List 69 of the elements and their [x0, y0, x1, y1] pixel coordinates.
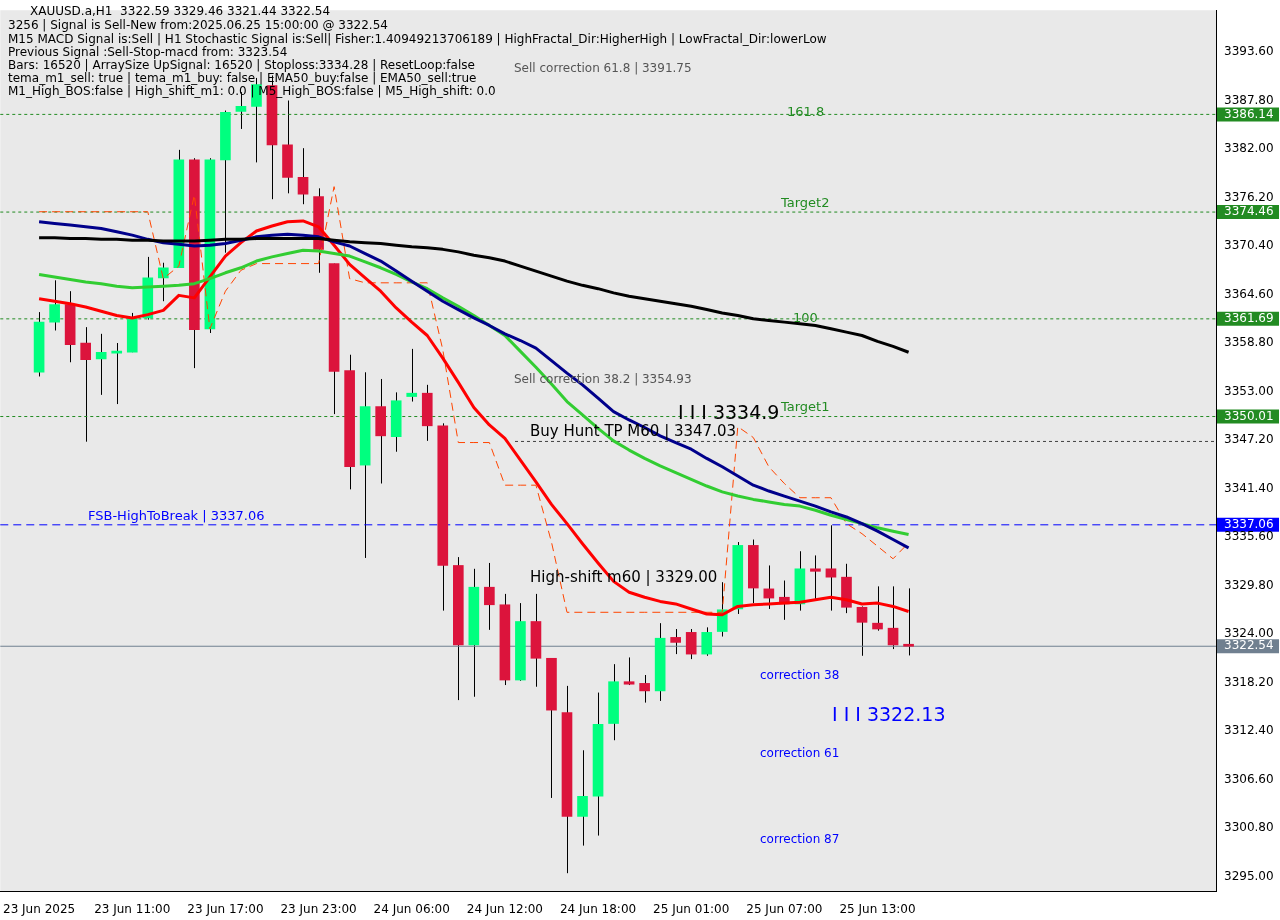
- y-tick-label: 3386.14: [1224, 106, 1274, 121]
- y-tick-label: 3387.80: [1224, 92, 1274, 107]
- candlestick: [670, 628, 682, 655]
- x-tick-label: 25 Jun 07:00: [746, 901, 823, 916]
- candlestick: [157, 262, 169, 302]
- ref-line-label: Target2: [780, 194, 830, 210]
- y-tick-label: 3341.40: [1224, 480, 1274, 495]
- x-tick-label: 25 Jun 13:00: [839, 901, 916, 916]
- y-tick-label: 3300.80: [1224, 820, 1274, 835]
- annotation: I I I 3334.9: [678, 400, 780, 423]
- y-tick-label: 3370.40: [1224, 238, 1274, 253]
- annotation: 161.8: [787, 104, 825, 120]
- candlestick: [484, 562, 495, 631]
- annotation: Sell correction 61.8 | 3391.75: [514, 61, 692, 76]
- x-tick-label: 24 Jun 12:00: [466, 901, 544, 916]
- y-tick-label: 3364.60: [1224, 286, 1274, 301]
- y-tick-label: 3376.20: [1224, 189, 1274, 204]
- x-tick-label: 23 Jun 2025: [3, 901, 76, 916]
- annotation: XAUUSD.a,H1 3322.59 3329.46 3321.44 3322.54: [30, 4, 331, 19]
- candlestick: [49, 279, 60, 331]
- x-tick-label: 24 Jun 06:00: [373, 901, 450, 916]
- y-tick-label: 3393.60: [1224, 44, 1274, 59]
- y-tick-label: 3335.60: [1224, 529, 1274, 544]
- candlestick: [872, 585, 883, 632]
- candlestick: [95, 333, 107, 396]
- y-tick-label: 3318.20: [1224, 674, 1274, 689]
- annotation: I I I 3322.13: [832, 702, 946, 725]
- candlestick: [887, 585, 899, 650]
- annotation: correction 61: [760, 746, 840, 761]
- candlestick: [856, 605, 868, 657]
- candlestick: [406, 348, 418, 403]
- y-tick-label: 3353.00: [1224, 383, 1274, 398]
- y-tick-label: 3350.01: [1224, 408, 1274, 423]
- y-tick-label: 3324.00: [1224, 626, 1274, 641]
- y-tick-label: 3312.40: [1224, 723, 1274, 738]
- annotation: correction 87: [760, 832, 840, 847]
- y-tick-label: 3337.06: [1224, 516, 1274, 531]
- candlestick: [903, 587, 914, 656]
- y-tick-label: 3382.00: [1224, 141, 1274, 156]
- candlestick: [810, 554, 821, 601]
- candlestick: [825, 524, 837, 612]
- annotation: 100: [793, 310, 818, 326]
- ref-line-label: Target1: [780, 399, 830, 415]
- candlestick: [639, 674, 650, 704]
- x-tick-label: 23 Jun 11:00: [94, 901, 171, 916]
- candlestick: [701, 626, 713, 657]
- y-tick-label: 3361.69: [1224, 310, 1274, 325]
- y-tick-label: 3374.46: [1224, 204, 1274, 219]
- y-tick-label: 3347.20: [1224, 432, 1274, 447]
- y-tick-label: 3358.80: [1224, 335, 1274, 350]
- candlestick: [297, 147, 309, 205]
- annotation: correction 38: [760, 668, 840, 683]
- candlestick: [685, 628, 697, 660]
- x-tick-label: 23 Jun 17:00: [187, 901, 264, 916]
- x-tick-label: 23 Jun 23:00: [280, 901, 357, 916]
- y-tick-label: 3295.00: [1224, 868, 1274, 883]
- candlestick: [577, 749, 588, 847]
- annotation: Previous Signal :Sell-Stop-macd from: 3323.54: [8, 45, 288, 60]
- annotation: 3256 | Signal is Sell-New from:2025.06.25 15:00:00 @ 3322.54: [8, 18, 388, 33]
- candlestick: [80, 326, 91, 443]
- y-tick-label: 3329.80: [1224, 577, 1274, 592]
- x-tick-label: 24 Jun 18:00: [559, 901, 637, 916]
- y-tick-label: 3322.54: [1224, 638, 1274, 653]
- annotation: Bars: 16520 | ArraySize UpSignal: 16520 | Stoploss:3334.28 | ResetLoop:false: [8, 58, 475, 73]
- ref-line-label: FSB-HighToBreak | 3337.06: [88, 507, 265, 523]
- candlestick: [623, 656, 635, 686]
- x-tick-label: 25 Jun 01:00: [653, 901, 730, 916]
- y-tick-label: 3306.60: [1224, 771, 1274, 786]
- annotation: M15 MACD Signal is:Sell | H1 Stochastic Signal is:Sell| Fisher:1.40949213706189 | HighFractal_Dir:HigherHigh | LowFractal_Dir:lowerLow: [8, 32, 827, 47]
